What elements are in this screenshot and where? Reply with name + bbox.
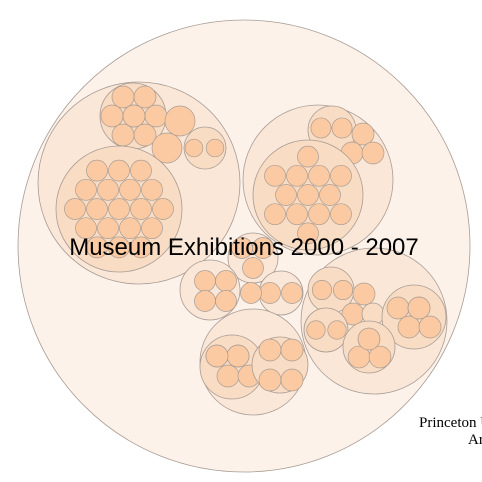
leaf-circle: [297, 222, 319, 245]
leaf-circle: [352, 282, 376, 306]
leaf-circle: [205, 344, 229, 368]
leaf-circle: [226, 344, 250, 368]
leaf-circle: [100, 104, 124, 128]
leaf-circle: [327, 320, 347, 340]
leaf-circle: [242, 257, 264, 279]
leaf-circle: [111, 123, 135, 147]
leaf-circle: [215, 270, 237, 292]
leaf-circle: [319, 184, 341, 206]
leaf-circle: [397, 315, 421, 339]
leaf-circle: [108, 198, 130, 220]
leaf-circle: [141, 217, 163, 240]
subgroup-circle: [303, 307, 349, 353]
leaf-circle: [111, 85, 135, 109]
leaf-circle: [311, 279, 333, 301]
leaf-circle: [275, 184, 297, 206]
leaf-circle: [184, 138, 204, 158]
leaf-circle: [357, 327, 381, 351]
leaf-circle: [331, 117, 353, 139]
leaf-circle: [216, 364, 240, 388]
leaf-circle: [144, 104, 168, 128]
leaf-circle: [252, 237, 274, 259]
leaf-circle: [86, 236, 108, 259]
chart-title: Museum Exhibitions 2000 - 2007: [69, 234, 419, 261]
leaf-circle: [215, 290, 237, 312]
leaf-circle: [141, 178, 163, 201]
leaf-circle: [332, 279, 354, 301]
leaf-circle: [418, 315, 442, 339]
leaf-circle: [75, 178, 97, 201]
credit-line-2: Ar: [468, 432, 482, 448]
leaf-circle: [407, 296, 431, 320]
leaf-circle: [64, 198, 86, 220]
leaf-circle: [97, 178, 119, 201]
leaf-circle: [308, 203, 330, 226]
leaf-circle: [108, 236, 130, 259]
leaf-circle: [133, 85, 157, 109]
leaf-circle: [122, 104, 146, 128]
leaf-circle: [152, 198, 174, 220]
leaf-circle: [130, 198, 152, 220]
leaf-circle: [286, 203, 308, 226]
leaf-circle: [258, 338, 282, 362]
leaf-circle: [264, 164, 286, 187]
leaf-circle: [205, 138, 225, 158]
leaf-circle: [108, 159, 130, 182]
leaf-circle: [310, 117, 332, 139]
leaf-circle: [351, 122, 375, 146]
leaf-circle: [194, 290, 216, 312]
leaf-circle: [130, 236, 152, 259]
leaf-circle: [86, 198, 108, 220]
leaf-circle: [297, 184, 319, 206]
leaf-circle: [86, 159, 108, 182]
leaf-circle: [368, 345, 392, 369]
leaf-circle: [280, 368, 304, 392]
credit-line-1: Princeton U: [419, 415, 482, 431]
leaf-circle: [75, 217, 97, 240]
leaf-circle: [281, 282, 303, 304]
leaf-circle: [264, 203, 286, 226]
leaf-circle: [133, 123, 157, 147]
leaf-circle: [164, 105, 196, 137]
leaf-circle: [386, 296, 410, 320]
leaf-circle: [151, 132, 183, 164]
subgroup-circle: [183, 126, 227, 170]
leaf-circle: [119, 178, 141, 201]
leaf-circle: [280, 338, 304, 362]
leaf-circle: [330, 164, 352, 187]
leaf-circle: [361, 141, 385, 165]
leaf-circle: [297, 145, 319, 168]
leaf-circle: [308, 164, 330, 187]
circles-layer: [17, 19, 471, 473]
leaf-circle: [97, 217, 119, 240]
leaf-circle: [130, 159, 152, 182]
leaf-circle: [330, 203, 352, 226]
leaf-circle: [286, 164, 308, 187]
leaf-circle: [194, 270, 216, 292]
leaf-circle: [240, 282, 262, 304]
leaf-circle: [259, 282, 281, 304]
leaf-circle: [306, 320, 326, 340]
leaf-circle: [258, 368, 282, 392]
leaf-circle: [119, 217, 141, 240]
